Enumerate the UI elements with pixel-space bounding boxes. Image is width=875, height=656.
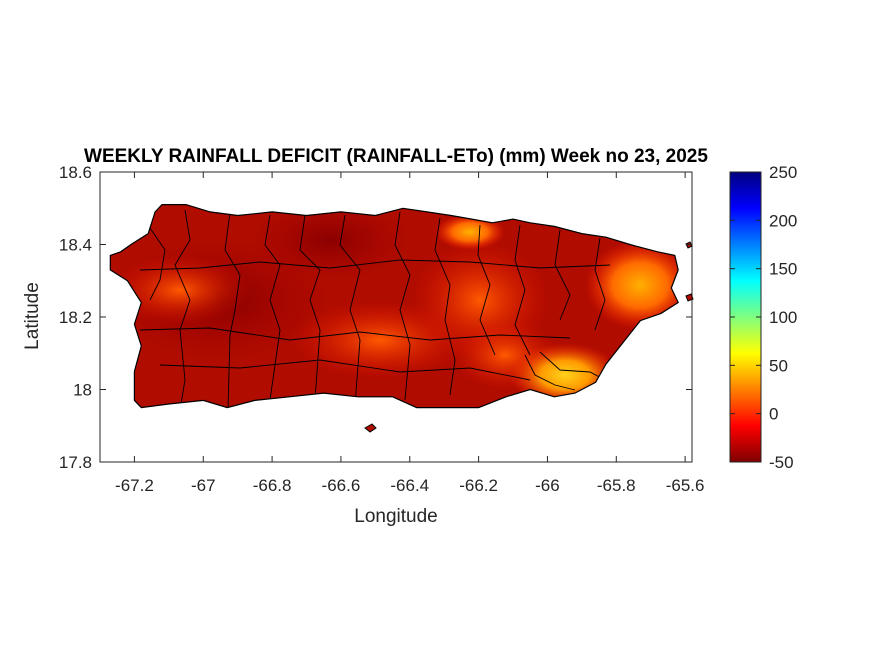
small-cay-east <box>685 293 694 302</box>
x-tick-label: -65.8 <box>597 476 636 495</box>
colorbar-tick-label: 200 <box>769 211 797 230</box>
x-tick-label: -67 <box>191 476 216 495</box>
x-tick-label: -66 <box>535 476 560 495</box>
y-tick-label: 17.8 <box>59 453 92 472</box>
x-tick-label: -66.8 <box>253 476 292 495</box>
colorbar-tick-label: 100 <box>769 308 797 327</box>
colorbar-tick-label: 250 <box>769 163 797 182</box>
y-tick-label: 18.4 <box>59 236 92 255</box>
map-title: WEEKLY RAINFALL DEFICIT (RAINFALL-ETo) (… <box>84 146 708 167</box>
colorbar-ticks: -50 0 50 100 150 200 250 <box>730 163 797 472</box>
y-tick-label: 18 <box>73 381 92 400</box>
y-tick-label: 18.2 <box>59 308 92 327</box>
y-tick-label: 18.6 <box>59 163 92 182</box>
x-tick-label: -66.4 <box>390 476 429 495</box>
island-outline <box>109 204 679 409</box>
caja-de-muertos-island <box>364 423 377 433</box>
x-tick-label: -66.6 <box>322 476 361 495</box>
y-axis-label: Latitude <box>22 282 43 350</box>
x-axis-ticks: -67.2 -67 -66.8 -66.6 -66.4 -66.2 -66 -65.8 -65.… <box>115 172 704 495</box>
colorbar-tick-label: -50 <box>769 453 794 472</box>
colorbar-tick-label: 150 <box>769 260 797 279</box>
x-tick-label: -67.2 <box>115 476 154 495</box>
colorbar-tick-label: 50 <box>769 356 788 375</box>
y-axis-ticks: 17.8 18 18.2 18.4 18.6 <box>59 163 692 472</box>
x-tick-label: -65.6 <box>666 476 705 495</box>
municipality-boundaries <box>139 209 611 408</box>
x-axis-label: Longitude <box>354 506 437 527</box>
rainfall-deficit-field <box>110 204 679 408</box>
x-tick-label: -66.2 <box>459 476 498 495</box>
colorbar-tick-label: 0 <box>769 405 778 424</box>
colorbar <box>729 171 762 463</box>
